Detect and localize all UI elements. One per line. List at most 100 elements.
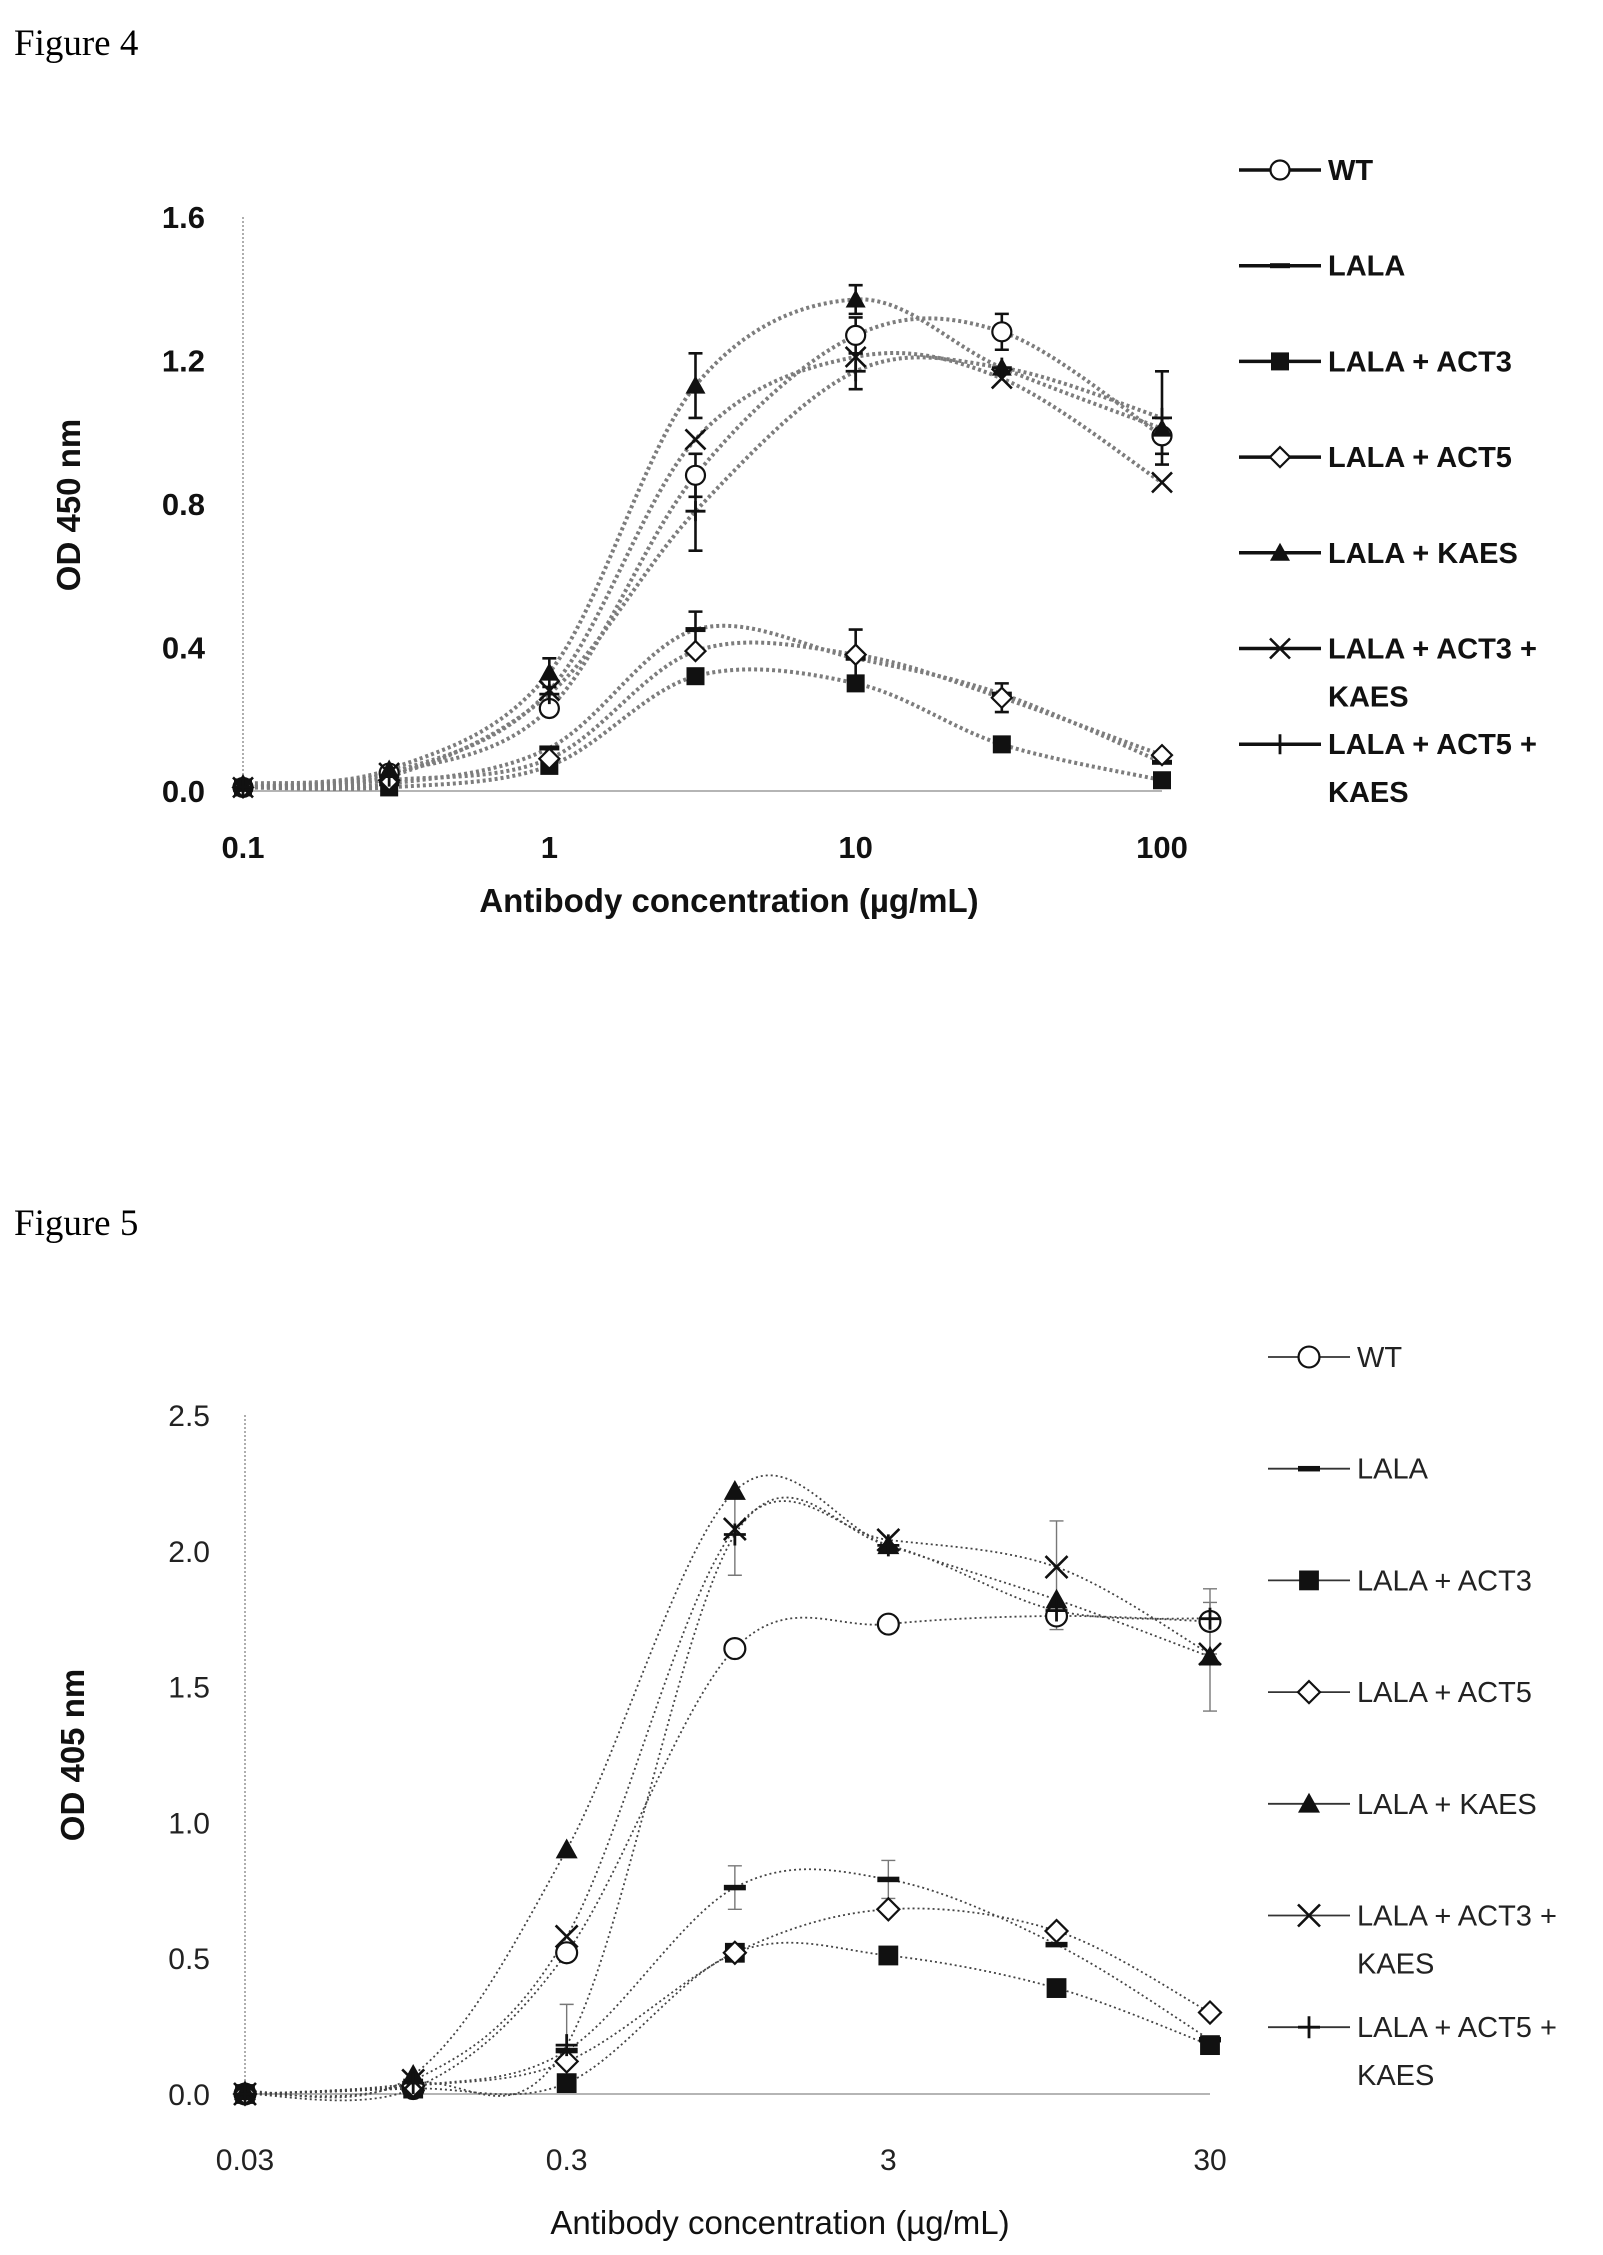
data-point [1045, 1588, 1068, 1609]
x-tick-label: 30 [1193, 2144, 1226, 2177]
data-point [991, 321, 1013, 343]
legend-marker [1271, 352, 1289, 371]
plus-marker-icon [234, 2083, 256, 2105]
y-tick-label: 0.8 [162, 487, 205, 522]
circle-marker-icon [845, 324, 867, 346]
legend-label: LALA [1328, 251, 1405, 283]
legend-item: LALA + ACT3 [1239, 346, 1512, 378]
circle-marker-icon [1269, 159, 1291, 181]
plus-marker-icon [379, 766, 400, 787]
series-line [244, 1907, 1211, 2095]
data-point [1043, 1918, 1070, 1944]
data-point [845, 361, 866, 382]
square-marker-icon [878, 1945, 899, 1966]
x-tick-label: 0.03 [216, 2144, 274, 2177]
legend-label: WT [1357, 1342, 1402, 1374]
legend-label: LALA + ACT5 [1328, 442, 1512, 474]
data-point [554, 2048, 580, 2074]
triangle-marker-icon [539, 662, 560, 681]
legend-marker [1270, 542, 1290, 561]
x-marker-icon [554, 1924, 579, 1949]
series-line [244, 1474, 1211, 2099]
diamond-marker-icon [1268, 445, 1292, 469]
data-point [990, 686, 1014, 710]
legend-marker [1298, 1465, 1320, 1472]
x-marker-icon [990, 367, 1013, 390]
plus-marker-icon [233, 777, 253, 798]
legend-item: LALA + KAES [1268, 1789, 1537, 1821]
dash-marker-icon [685, 627, 706, 633]
x-marker-icon [1151, 471, 1173, 494]
diamond-marker-icon [537, 747, 561, 771]
x-tick-label: 3 [880, 2144, 897, 2177]
diamond-marker-icon [683, 639, 708, 663]
data-point [990, 367, 1013, 390]
data-point [846, 674, 865, 693]
figure-5-label: Figure 5 [14, 1203, 138, 1244]
diamond-marker-icon [1150, 743, 1174, 767]
data-point [685, 627, 706, 633]
diamond-marker-icon [875, 1896, 901, 1922]
legend-label: LALA [1357, 1454, 1429, 1486]
data-point [844, 643, 868, 667]
legend-item: LALA + KAES [1239, 538, 1518, 570]
data-point [684, 428, 707, 451]
data-point [555, 1838, 578, 1859]
y-tick-label: 1.6 [162, 200, 205, 235]
y-axis-title: OD 450 nm [50, 419, 87, 591]
data-point [876, 1612, 900, 1636]
diamond-marker-icon [722, 1940, 748, 1966]
data-point [683, 639, 708, 663]
plus-marker-icon [685, 501, 706, 522]
legend-marker [1270, 734, 1290, 755]
y-tick-label: 1.2 [162, 344, 205, 379]
diamond-marker-icon [1296, 1679, 1322, 1705]
data-point [877, 1534, 900, 1557]
data-point [1150, 743, 1174, 767]
data-point [379, 766, 400, 787]
plus-marker-icon [1199, 1607, 1221, 1630]
data-point [878, 1945, 899, 1966]
legend-item: LALA [1239, 251, 1405, 283]
data-point [233, 777, 253, 798]
figure-5-chart: Antibody concentration (µg/mL) OD 405 nm… [54, 1342, 1557, 2241]
data-point [992, 735, 1011, 754]
square-marker-icon [556, 2073, 577, 2094]
legend-label: LALA + KAES [1357, 1789, 1537, 1821]
data-point [684, 464, 707, 486]
square-marker-icon [1271, 352, 1289, 371]
legend-item: LALA + ACT5 + KAES [1268, 2012, 1557, 2092]
figure-4-chart: Antibody concentration (µg/mL) OD 450 nm… [50, 155, 1537, 919]
data-point [537, 747, 561, 771]
plus-marker-icon [991, 357, 1012, 378]
dash-marker-icon [1045, 1941, 1068, 1948]
square-marker-icon [1200, 2035, 1220, 2056]
legend-label: LALA + ACT3 + KAES [1357, 1901, 1557, 1981]
circle-marker-icon [1297, 1345, 1321, 1369]
legend-label: LALA + KAES [1328, 538, 1518, 570]
triangle-marker-icon [1298, 1792, 1320, 1813]
data-point [723, 1637, 747, 1661]
x-tick-label: 100 [1136, 830, 1188, 865]
y-tick-label: 0.5 [168, 1943, 210, 1976]
data-point [723, 1884, 746, 1891]
triangle-marker-icon [1045, 1588, 1068, 1609]
legend-marker [1269, 159, 1291, 181]
legend-item: LALA [1268, 1454, 1429, 1486]
legend-item: LALA + ACT3 + KAES [1239, 634, 1537, 714]
x-marker-icon [844, 345, 867, 368]
legend-label: LALA + ACT5 + KAES [1328, 729, 1537, 809]
x-axis-title: Antibody concentration (µg/mL) [550, 2204, 1009, 2241]
diamond-marker-icon [844, 643, 868, 667]
data-point [234, 2083, 256, 2105]
dash-marker-icon [877, 1876, 900, 1883]
legend-label: LALA + ACT5 [1357, 1677, 1532, 1709]
x-marker-icon [1269, 637, 1291, 660]
plus-marker-icon [539, 684, 560, 705]
x-axis-title: Antibody concentration (µg/mL) [479, 882, 978, 919]
data-point [845, 289, 866, 308]
y-tick-label: 0.0 [168, 2079, 210, 2112]
x-tick-label: 10 [838, 830, 872, 865]
y-tick-label: 0.0 [162, 774, 205, 809]
data-point [539, 684, 560, 705]
